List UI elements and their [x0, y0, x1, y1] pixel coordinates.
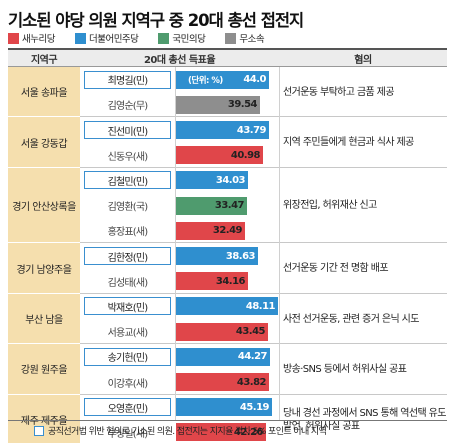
vote-bar [176, 423, 266, 442]
charge-cell: 방송·SNS 등에서 허위사실 공표 [283, 363, 407, 375]
vote-bar [176, 247, 258, 265]
legend-swatch [8, 32, 19, 44]
candidate-name: 부상일(새) [107, 428, 149, 440]
candidate-name: 홍장표(새) [107, 227, 149, 239]
vote-bar [176, 297, 278, 316]
candidate-name: 이강후(새) [107, 378, 149, 390]
region-cell: 서울 송파을 [8, 67, 80, 118]
vote-share-label: 43.82 [236, 376, 267, 388]
candidate-name: 신동우(새) [107, 151, 149, 163]
page-title: 기소된 야당 의원 지역구 중 20대 총선 접전지 [8, 11, 304, 30]
vote-bar [176, 146, 263, 165]
candidate-name: 김성태(새) [107, 277, 149, 289]
vote-bar [176, 221, 245, 240]
legend-swatch [225, 32, 237, 44]
legend-label: 새누리당 [22, 34, 55, 45]
candidate-name: 김한정(민) [84, 247, 171, 265]
region-cell: 서울 강동갑 [8, 117, 80, 168]
vote-share-label: 33.47 [214, 200, 245, 212]
column-divider [175, 67, 176, 420]
footnote: 공직선거법 위반 혐의로 기소된 의원. 접전지는 지지율 격차 5% 포인트 … [34, 424, 327, 437]
candidate-name: 최명길(민) [84, 70, 171, 89]
unit-note: (단위: %) [188, 75, 223, 86]
vote-bar [176, 322, 268, 341]
charge-cell: 지역 주민들에게 현금과 식사 제공 [283, 137, 414, 149]
column-divider [279, 67, 280, 420]
legend-label: 무소속 [239, 34, 265, 45]
vote-bar [176, 95, 260, 114]
charge-cell: 사전 선거운동, 관련 증거 은닉 시도 [283, 313, 419, 325]
charge-cell: 선거운동 부탁하고 금품 제공 [283, 86, 395, 98]
vote-share-label: 43.79 [236, 124, 267, 136]
legend-item-independent: 무소속 [225, 31, 265, 45]
vote-share-label: 39.54 [227, 99, 258, 111]
candidate-name: 김영순(무) [107, 101, 149, 113]
vote-share-label: 34.16 [215, 275, 246, 287]
charge-cell: 당내 경선 과정에서 SNS 통해 역선택 유도 발언, 허위사실 공표 [283, 407, 446, 432]
vote-share-label: 48.11 [245, 300, 276, 312]
vote-share-label: 34.03 [215, 174, 246, 186]
candidate-name: 서용교(새) [107, 328, 149, 340]
vote-share-label: 40.98 [230, 149, 261, 161]
footnote-text: 공직선거법 위반 혐의로 기소된 의원. 접전지는 지지율 격차 5% 포인트 … [48, 427, 327, 437]
table-bottom-rule [8, 420, 447, 421]
header-votes: 20대 총선 득표율 [80, 48, 279, 67]
vote-bar [176, 398, 272, 417]
candidate-name: 박재호(민) [84, 297, 171, 316]
vote-bar [176, 347, 270, 366]
footnote-marker [34, 425, 44, 436]
region-cell: 강원 원주을 [8, 344, 80, 395]
region-cell: 부산 남을 [8, 293, 80, 345]
region-cell: 경기 남양주을 [8, 243, 80, 294]
row-divider [80, 166, 447, 168]
legend-swatch [74, 32, 86, 44]
vote-bar [176, 70, 269, 89]
row-divider [80, 343, 447, 345]
header-region: 지역구 [8, 48, 80, 67]
legend: 새누리당 더불어민주당 국민의당 무소속 [8, 31, 284, 45]
legend-item-saenuri: 새누리당 [8, 31, 55, 45]
vote-share-label: 42.26 [233, 426, 264, 438]
region-cell: 제주 제주을 [8, 394, 80, 443]
legend-item-kukmin: 국민의당 [158, 31, 206, 45]
row-divider [80, 393, 447, 395]
legend-label: 국민의당 [172, 34, 206, 45]
legend-label: 더불어민주당 [88, 34, 139, 45]
candidate-name: 송기헌(민) [84, 347, 171, 366]
row-divider [80, 292, 447, 294]
vote-share-label: 44.0 [243, 74, 266, 86]
vote-bar [176, 171, 248, 190]
candidate-name: 김철민(민) [84, 171, 171, 190]
vote-bar [176, 272, 248, 291]
candidate-name: 진선미(민) [84, 121, 171, 139]
candidate-name: 오영훈(민) [84, 398, 171, 417]
row-divider [80, 116, 447, 118]
header-charge: 혐의 [279, 48, 447, 67]
legend-item-minju: 더불어민주당 [74, 31, 139, 45]
region-cell: 경기 안산상록을 [8, 167, 80, 244]
charge-cell: 위장전입, 허위재산 신고 [283, 200, 377, 212]
charge-cell: 선거운동 기간 전 명함 배포 [283, 263, 389, 275]
vote-bar [176, 196, 247, 215]
vote-bar [176, 373, 269, 391]
legend-swatch [158, 32, 170, 44]
vote-share-label: 38.63 [225, 250, 256, 262]
vote-bar [176, 121, 269, 139]
vote-share-label: 45.19 [239, 401, 270, 413]
vote-share-label: 44.27 [237, 351, 268, 363]
vote-share-label: 32.49 [212, 225, 243, 237]
row-divider [80, 242, 447, 244]
vote-share-label: 43.45 [235, 326, 266, 338]
candidate-name: 김영환(국) [107, 202, 149, 214]
